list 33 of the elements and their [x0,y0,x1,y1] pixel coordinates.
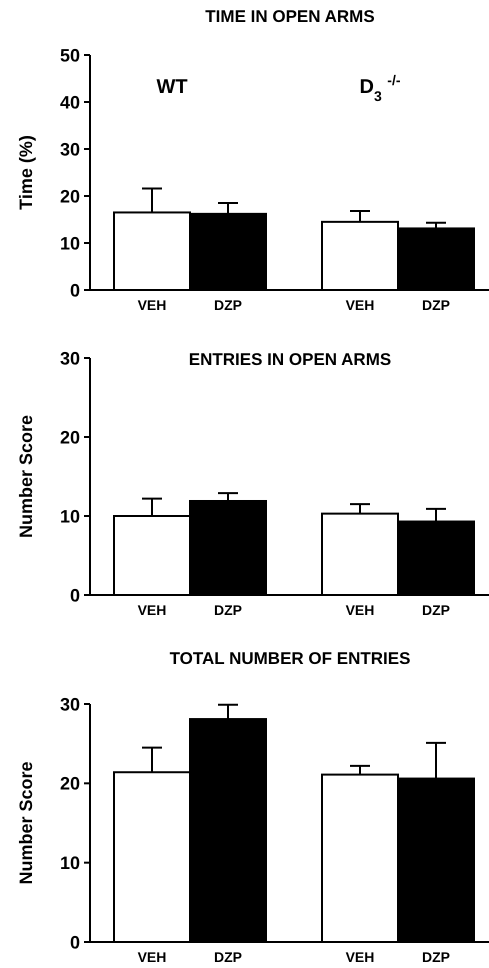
annotation: WT [156,76,188,98]
y-tick-label: 0 [70,932,80,952]
x-tick-label: VEH [138,949,166,965]
y-tick-label: 0 [70,585,80,606]
y-axis-title: Number Score [16,414,36,538]
y-tick-label: 20 [60,774,80,794]
x-tick-label: DZP [422,949,450,965]
y-tick-label: 10 [60,852,80,873]
x-tick-label: DZP [214,297,242,313]
y-tick-label: 40 [60,92,80,112]
y-tick-label: 50 [60,45,80,66]
x-tick-label: VEH [346,297,374,313]
y-tick-label: 10 [60,233,80,254]
y-axis-title: Number Score [16,761,36,885]
y-tick-label: 10 [60,506,80,526]
x-tick-label: VEH [138,297,166,313]
x-tick-label: VEH [138,602,166,618]
y-tick-label: 20 [60,186,80,206]
y-tick-label: 20 [60,427,80,448]
chart-title: TIME IN OPEN ARMS [205,7,375,26]
x-tick-label: DZP [422,297,450,313]
y-axis-title: Time (%) [16,135,36,210]
y-tick-label: 30 [60,694,80,714]
x-tick-label: DZP [214,602,242,618]
y-tick-label: 30 [60,139,80,160]
y-tick-label: 30 [60,348,80,368]
x-tick-label: VEH [346,949,374,965]
x-tick-label: DZP [214,949,242,965]
chart-title: ENTRIES IN OPEN ARMS [188,350,392,369]
x-tick-label: DZP [422,602,450,618]
x-tick-label: VEH [346,602,374,618]
chart-title: TOTAL NUMBER OF ENTRIES [170,649,410,668]
y-tick-label: 0 [70,280,80,300]
